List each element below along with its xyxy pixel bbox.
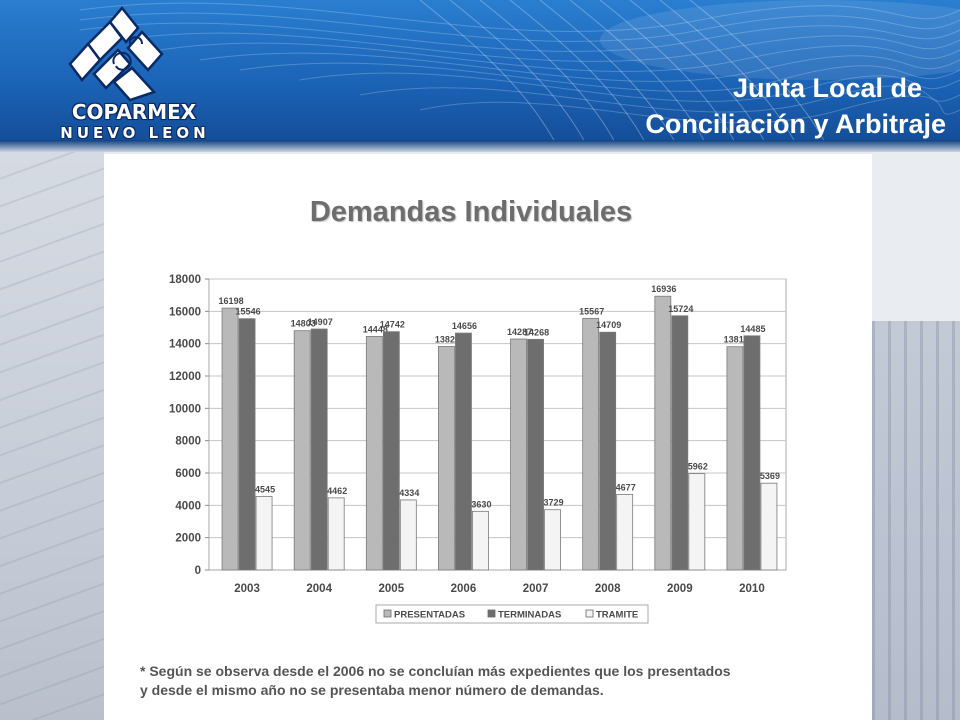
data-label: 3630 <box>471 499 491 509</box>
bar-tramite <box>255 496 273 571</box>
page-title-line-2: Conciliación y Arbitraje <box>645 109 946 139</box>
bar-tramite <box>327 497 345 571</box>
footnote-line-1: * Según se observa desde el 2006 no se c… <box>140 663 731 679</box>
chart-title-text: Demandas Individuales <box>309 196 633 228</box>
bar-tramite <box>760 482 778 571</box>
bar-tramite <box>472 510 489 571</box>
logo-wordmark-coparmex: COPARMEX <box>71 100 197 124</box>
y-tick-label: 0 <box>195 565 201 577</box>
y-tick-label: 16000 <box>169 306 201 318</box>
bar-tramite <box>688 473 706 571</box>
data-label: 14485 <box>740 324 765 334</box>
bar-tramite <box>399 499 417 571</box>
data-label: 3729 <box>544 498 564 508</box>
data-label: 15724 <box>668 304 693 314</box>
bar-tramite <box>616 493 634 571</box>
bar-tramite <box>544 509 561 571</box>
data-label: 14448 <box>363 324 388 334</box>
data-label: 14287 <box>507 327 532 337</box>
y-tick-label: 4000 <box>175 500 201 512</box>
bar-presentadas <box>582 317 600 571</box>
legend-label-tramite: TRAMITE <box>596 610 638 621</box>
bar-terminadas <box>599 331 617 571</box>
data-label: 15546 <box>236 307 261 317</box>
page-title: Junta Local de Conciliación y Arbitraje <box>645 70 946 142</box>
y-tick-label: 10000 <box>169 403 201 415</box>
legend-swatch-presentadas <box>383 609 392 618</box>
y-tick-label: 8000 <box>175 436 201 448</box>
data-label: 16198 <box>219 296 244 306</box>
x-tick-label: 2006 <box>451 583 477 595</box>
chart-panel: Demandas Individuales 0 2000 4000 6000 8000 1… <box>104 154 872 720</box>
data-label: 15567 <box>579 306 604 316</box>
data-label: 4677 <box>616 482 636 492</box>
bar-chart: 0 2000 4000 6000 8000 10000 12000 14000 16000 180… <box>169 274 787 624</box>
bar-terminadas <box>238 318 256 571</box>
bar-presentadas <box>438 346 455 571</box>
data-label: 5962 <box>688 462 708 472</box>
data-label: 14907 <box>308 317 333 327</box>
coparmex-logo: COPARMEX NUEVO LEON <box>30 4 230 152</box>
bar-terminadas <box>743 335 761 571</box>
data-label: 4545 <box>255 485 275 495</box>
header-banner: COPARMEX NUEVO LEON Junta Local de Conci… <box>0 0 960 152</box>
x-tick-label: 2005 <box>379 583 405 595</box>
y-tick-label: 12000 <box>169 371 201 383</box>
x-tick-label: 2009 <box>667 583 693 595</box>
legend <box>375 604 649 624</box>
bar-presentadas <box>365 336 383 571</box>
bar-presentadas <box>510 338 527 571</box>
legend-swatch-tramite <box>585 609 594 618</box>
background-building-right <box>872 150 960 720</box>
bar-presentadas <box>654 295 672 571</box>
footnote-line-2: y desde el mismo año no se presentaba me… <box>140 682 604 698</box>
x-tick-label: 2008 <box>595 583 621 595</box>
y-tick-label: 14000 <box>169 339 201 351</box>
bar-terminadas <box>455 332 472 571</box>
chart-title: Demandas Individuales <box>104 196 872 229</box>
bar-presentadas <box>726 346 744 571</box>
data-label: 14803 <box>291 319 316 329</box>
bar-terminadas <box>382 331 400 571</box>
y-tick-label: 2000 <box>175 533 201 545</box>
y-tick-label: 18000 <box>169 274 201 286</box>
data-label: 4334 <box>399 488 419 498</box>
x-tick-label: 2010 <box>739 583 765 595</box>
data-label: 14268 <box>524 327 549 337</box>
data-label: 14709 <box>596 320 621 330</box>
page-title-line-1: Junta Local de <box>732 73 922 103</box>
header-bottom-fade <box>0 140 960 152</box>
data-label: 4462 <box>327 486 347 496</box>
x-tick-label: 2004 <box>306 583 332 595</box>
header-swirl-decoration <box>79 0 960 152</box>
data-label: 13829 <box>435 334 460 344</box>
bar-terminadas <box>527 338 544 571</box>
x-tick-label: 2003 <box>234 583 260 595</box>
logo-wordmark-nuevo-leon: NUEVO LEON <box>60 124 210 142</box>
footnote: * Según se observa desde el 2006 no se c… <box>140 662 840 700</box>
legend-label-presentadas: PRESENTADAS <box>394 610 465 621</box>
bar-terminadas <box>671 315 689 571</box>
legend-label-terminadas: TERMINADAS <box>498 610 561 621</box>
bar-presentadas <box>221 307 239 571</box>
coparmex-logo-icon <box>68 6 164 102</box>
bar-presentadas <box>293 330 311 571</box>
background-building-left <box>0 150 104 720</box>
data-label: 5369 <box>760 471 780 481</box>
legend-swatch-terminadas <box>487 609 496 618</box>
x-tick-label: 2007 <box>523 583 549 595</box>
data-label: 14656 <box>452 321 477 331</box>
data-label: 14742 <box>380 320 405 330</box>
data-label: 16936 <box>651 284 676 294</box>
y-tick-label: 6000 <box>175 468 201 480</box>
data-label: 13811 <box>724 335 749 345</box>
bar-terminadas <box>310 328 328 571</box>
